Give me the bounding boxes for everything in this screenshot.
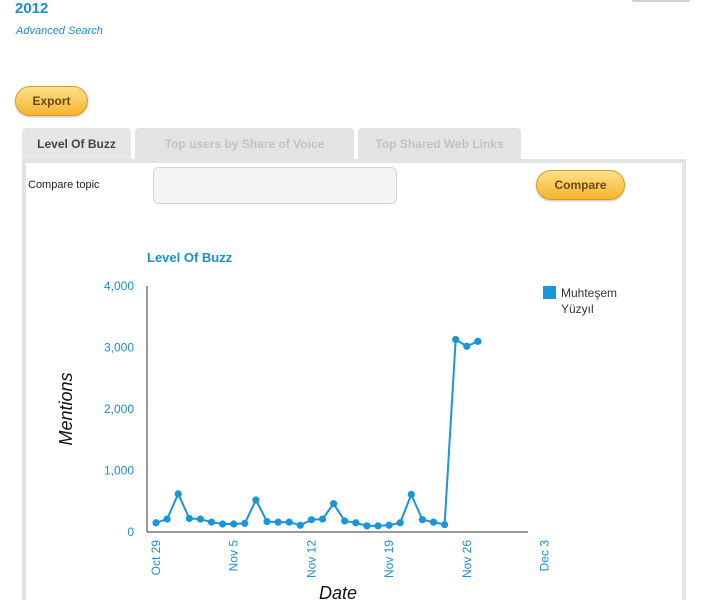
- compare-button[interactable]: Compare: [536, 170, 625, 200]
- data-point[interactable]: [163, 515, 171, 523]
- y-axis-label: Mentions: [56, 372, 76, 445]
- data-point[interactable]: [330, 500, 338, 508]
- data-point[interactable]: [263, 517, 271, 526]
- data-point[interactable]: [296, 521, 304, 529]
- data-point[interactable]: [441, 521, 449, 529]
- x-tick-label: Nov 19: [382, 540, 396, 578]
- data-point[interactable]: [285, 518, 293, 526]
- x-tick-label: Nov 5: [227, 540, 241, 572]
- data-point[interactable]: [452, 335, 460, 344]
- tab-panel: [22, 159, 686, 600]
- x-axis-label: Date: [319, 583, 357, 600]
- data-point[interactable]: [185, 514, 193, 523]
- data-point[interactable]: [152, 519, 160, 527]
- x-tick-label: Nov 12: [304, 540, 318, 578]
- data-point[interactable]: [207, 518, 216, 526]
- data-point[interactable]: [463, 342, 471, 350]
- chart-title: Level Of Buzz: [147, 250, 233, 265]
- data-point[interactable]: [418, 516, 426, 524]
- data-point[interactable]: [252, 496, 260, 504]
- x-tick-labels: Oct 29 Nov 5 Nov 12 Nov 19 Nov 26 Dec 3: [149, 540, 552, 578]
- data-point[interactable]: [318, 515, 327, 523]
- data-point[interactable]: [429, 518, 438, 526]
- series-points: [152, 335, 482, 530]
- data-point[interactable]: [374, 522, 382, 530]
- data-point[interactable]: [274, 518, 282, 526]
- compare-topic-input[interactable]: [153, 167, 397, 204]
- data-point[interactable]: [230, 520, 238, 528]
- tab-top-users-share-of-voice[interactable]: Top users by Share of Voice: [135, 128, 354, 160]
- data-point[interactable]: [241, 519, 249, 527]
- data-point[interactable]: [385, 521, 393, 529]
- y-tick-label: 0: [127, 525, 134, 539]
- series-line: [155, 337, 479, 527]
- y-tick-label: 3,000: [104, 341, 134, 355]
- year-heading: 2012: [15, 0, 49, 17]
- legend-label: Muhteşem Yüzyıl: [561, 286, 617, 316]
- data-point[interactable]: [307, 516, 315, 524]
- data-point[interactable]: [352, 519, 360, 527]
- y-tick-label: 2,000: [104, 402, 134, 416]
- y-tick-label: 4,000: [104, 279, 134, 293]
- tab-top-shared-web-links[interactable]: Top Shared Web Links: [358, 128, 521, 160]
- data-point[interactable]: [341, 517, 349, 525]
- y-tick-labels: 0 1,000 2,000 3,000 4,000: [104, 279, 134, 539]
- data-point[interactable]: [407, 490, 415, 499]
- x-tick-label: Oct 29: [149, 540, 163, 576]
- legend-swatch: [543, 286, 556, 299]
- x-tick-label: Nov 26: [460, 540, 474, 578]
- data-point[interactable]: [174, 490, 182, 498]
- compare-topic-label: Compare topic: [28, 179, 100, 191]
- data-point[interactable]: [219, 520, 227, 528]
- level-of-buzz-chart: Level Of Buzz 0 1,000 2,000 3,000 4,000 Oct …: [56, 250, 617, 600]
- tab-level-of-buzz[interactable]: Level Of Buzz: [22, 128, 131, 160]
- data-point[interactable]: [474, 337, 482, 345]
- x-tick-label: Dec 3: [538, 540, 552, 572]
- advanced-search-link[interactable]: Advanced Search: [16, 25, 103, 37]
- export-button[interactable]: Export: [15, 86, 88, 116]
- data-point[interactable]: [363, 522, 371, 530]
- top-right-tab[interactable]: [632, 0, 690, 2]
- data-point[interactable]: [396, 519, 404, 527]
- y-tick-label: 1,000: [104, 464, 134, 478]
- data-point[interactable]: [196, 515, 204, 523]
